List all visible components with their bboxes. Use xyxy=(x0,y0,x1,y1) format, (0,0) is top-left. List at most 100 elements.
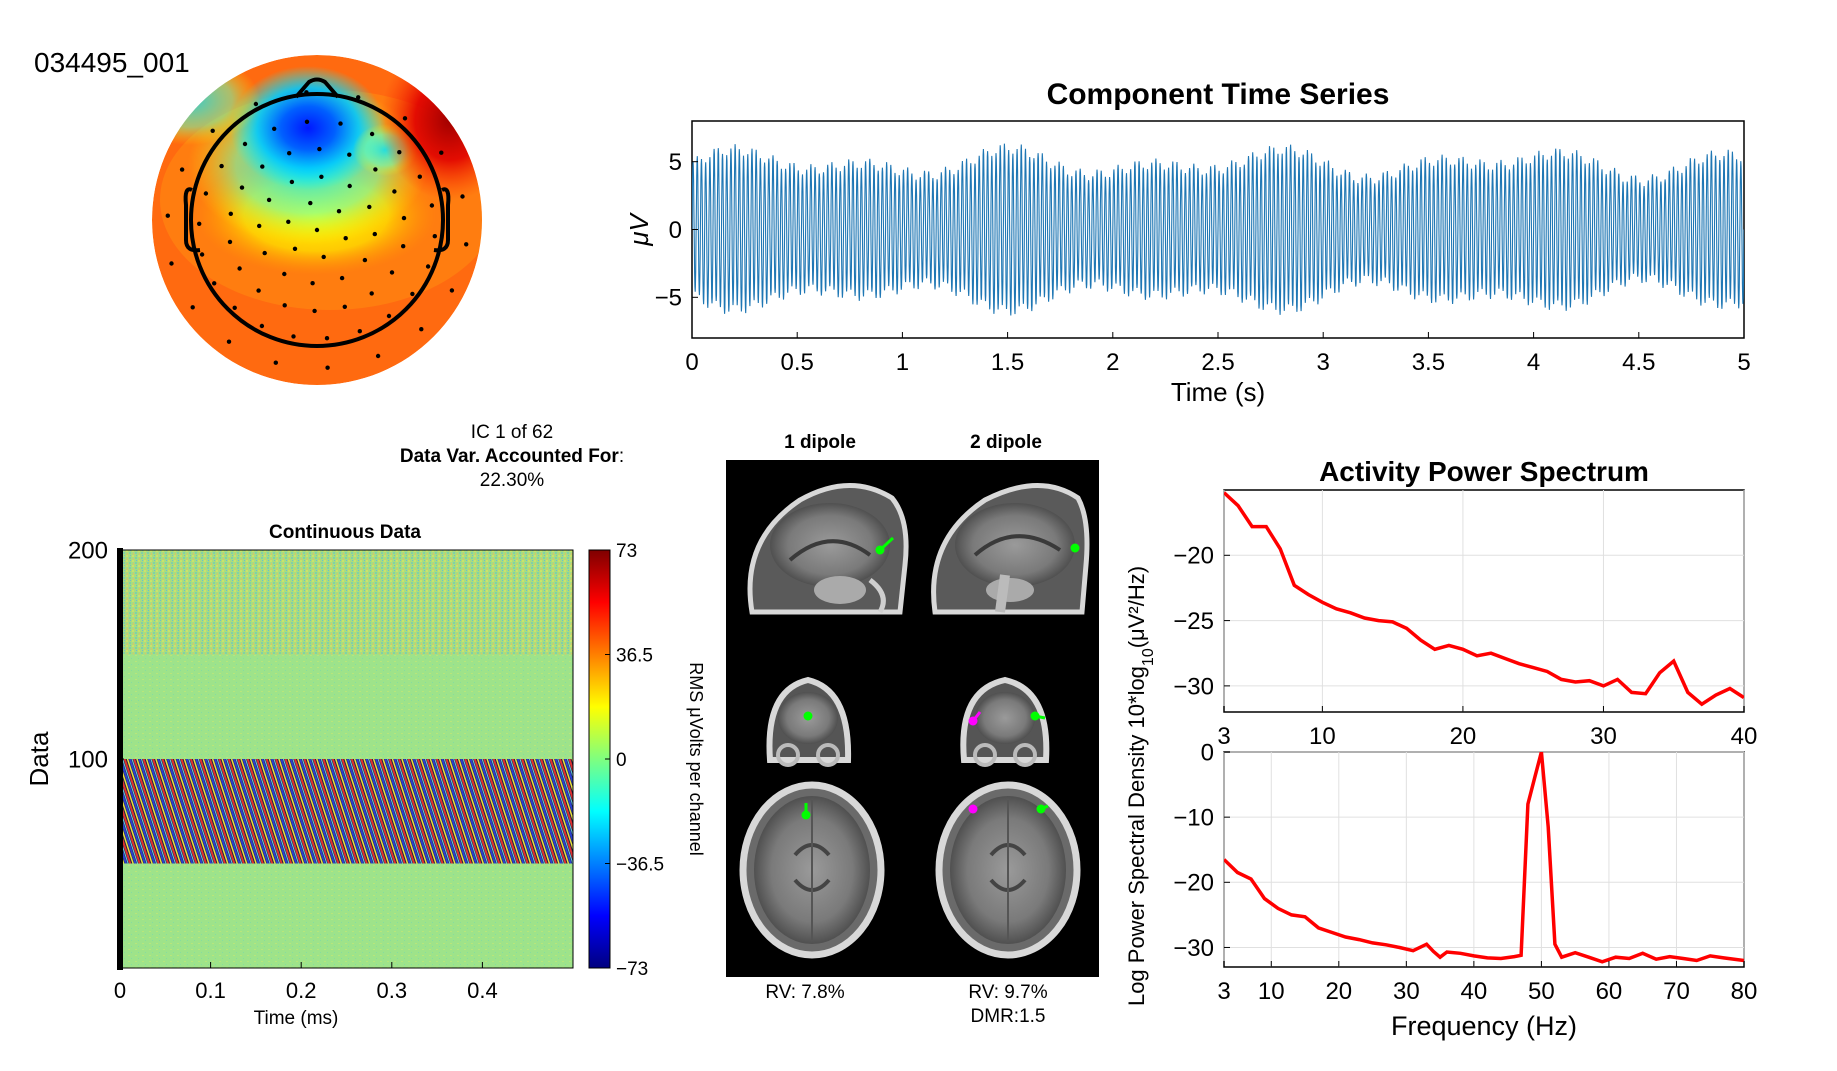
y-tick-label: −5 xyxy=(655,285,682,312)
spectrum-xlabel: Frequency (Hz) xyxy=(1391,1011,1577,1041)
x-tick-label: 3 xyxy=(1217,723,1230,750)
coronal-view-2dipole xyxy=(960,676,1050,767)
y-tick-label: 0 xyxy=(1201,739,1214,766)
electrode-dot xyxy=(272,126,277,131)
colorbar-tick-label: −73 xyxy=(616,959,648,980)
dipole-green-coronal xyxy=(803,711,813,721)
electrode-dot xyxy=(304,90,309,95)
electrode-dot xyxy=(402,116,408,121)
ic-number: IC 1 of 62 xyxy=(471,422,553,443)
ic-info: IC 1 of 62 Data Var. Accounted For: 22.3… xyxy=(400,422,624,491)
right-ear-outline xyxy=(433,187,451,253)
x-tick-label: 1.5 xyxy=(991,349,1024,376)
electrode-dot xyxy=(321,254,326,260)
electrode-dot xyxy=(203,191,209,196)
axial-view-2dipole xyxy=(935,781,1081,959)
x-tick-label: 0.2 xyxy=(286,978,317,1003)
x-tick-label: 0 xyxy=(685,349,698,376)
electrode-dot xyxy=(410,291,415,297)
electrode-dot xyxy=(369,131,375,137)
electrode-dot xyxy=(375,353,381,359)
electrode-dot xyxy=(338,121,343,126)
dipole-rv-2: RV: 9.7% xyxy=(968,982,1047,1003)
variance-label: Data Var. Accounted For: xyxy=(400,446,624,467)
axial-view-1dipole xyxy=(739,781,885,959)
x-tick-label: 80 xyxy=(1731,978,1758,1005)
x-tick-label: 3.5 xyxy=(1412,349,1445,376)
continuous-band xyxy=(120,550,573,655)
spectrum-panel: Activity Power Spectrum 3 10 20 30 40−20−25−… xyxy=(1124,456,1757,1041)
electrode-dot xyxy=(372,231,377,237)
variance-label-colon: : xyxy=(619,446,624,467)
left-ear-outline xyxy=(183,187,201,253)
timeseries-trace xyxy=(692,143,1744,316)
dipole-panel: 1 dipole 2 dipole xyxy=(726,432,1099,1027)
electrode-dot xyxy=(291,334,296,339)
y-tick-label: 200 xyxy=(68,537,108,564)
figure-id: 034495_001 xyxy=(34,47,190,78)
electrode-dot xyxy=(339,275,345,281)
nose-outline xyxy=(294,77,340,99)
variance-label-bold: Data Var. Accounted For xyxy=(400,446,620,467)
electrode-dot xyxy=(256,288,261,293)
electrode-dot xyxy=(286,219,291,224)
spectrum-ylabel-sub: 10 xyxy=(1140,648,1157,666)
y-tick-label: 5 xyxy=(669,149,682,176)
electrode-dot xyxy=(432,234,437,239)
electrode-dot xyxy=(367,204,372,210)
electrode-dot xyxy=(449,288,455,293)
electrode-dot xyxy=(357,329,362,334)
y-tick-label: −20 xyxy=(1173,543,1214,570)
electrode-dot xyxy=(260,164,265,169)
electrode-dot xyxy=(287,151,292,156)
timeseries-xlabel: Time (s) xyxy=(1171,377,1265,407)
topomap-red-region xyxy=(380,55,482,200)
sagittal-view-2dipole xyxy=(931,483,1090,615)
electrode-dot xyxy=(282,271,287,277)
electrode-dot xyxy=(308,200,313,206)
head-outline xyxy=(189,92,445,348)
dipole-col2-title: 2 dipole xyxy=(970,432,1042,453)
electrode-dot xyxy=(369,291,374,296)
x-tick-label: 0.1 xyxy=(195,978,226,1003)
electrode-dot xyxy=(190,305,195,310)
electrode-dot xyxy=(347,183,352,189)
electrode-dot xyxy=(429,203,435,208)
continuous-band xyxy=(120,654,573,759)
spectrum-ylabel: Log Power Spectral Density 10*log10(μV²/… xyxy=(1124,566,1157,1006)
spectrum-ylabel-suffix: (μV²/Hz) xyxy=(1124,566,1149,648)
electrode-dot xyxy=(292,246,298,251)
x-tick-label: 20 xyxy=(1325,978,1352,1005)
electrode-dot xyxy=(439,150,444,155)
coronal-view-1dipole xyxy=(766,676,852,767)
x-tick-label: 4 xyxy=(1527,349,1540,376)
electrode-dot xyxy=(310,281,315,286)
continuous-band xyxy=(120,863,573,968)
x-tick-label: 1 xyxy=(896,349,909,376)
x-tick-label: 10 xyxy=(1258,978,1285,1005)
electrode-markers xyxy=(165,90,469,370)
y-tick-label: −25 xyxy=(1173,608,1214,635)
colorbar-tick-label: 73 xyxy=(616,541,637,562)
electrode-dot xyxy=(239,185,245,190)
electrode-dot xyxy=(232,305,237,310)
electrode-dot xyxy=(197,221,202,226)
electrode-dot xyxy=(460,194,465,199)
x-tick-label: 70 xyxy=(1663,978,1690,1005)
x-tick-label: 60 xyxy=(1596,978,1623,1005)
electrode-dot xyxy=(169,261,174,266)
sagittal-view-1dipole xyxy=(747,483,909,615)
electrode-dot xyxy=(389,270,395,275)
electrode-dot xyxy=(317,146,322,152)
x-tick-label: 2 xyxy=(1106,349,1119,376)
x-tick-label: 20 xyxy=(1450,723,1477,750)
electrode-dot xyxy=(373,167,378,172)
timeseries-title: Component Time Series xyxy=(1047,78,1390,111)
electrode-dot xyxy=(262,250,267,256)
electrode-dot xyxy=(324,336,330,341)
electrode-dot xyxy=(199,252,205,257)
colorbar-tick-label: 36.5 xyxy=(616,646,653,667)
electrode-dot xyxy=(325,365,330,370)
electrode-dot xyxy=(304,119,310,125)
